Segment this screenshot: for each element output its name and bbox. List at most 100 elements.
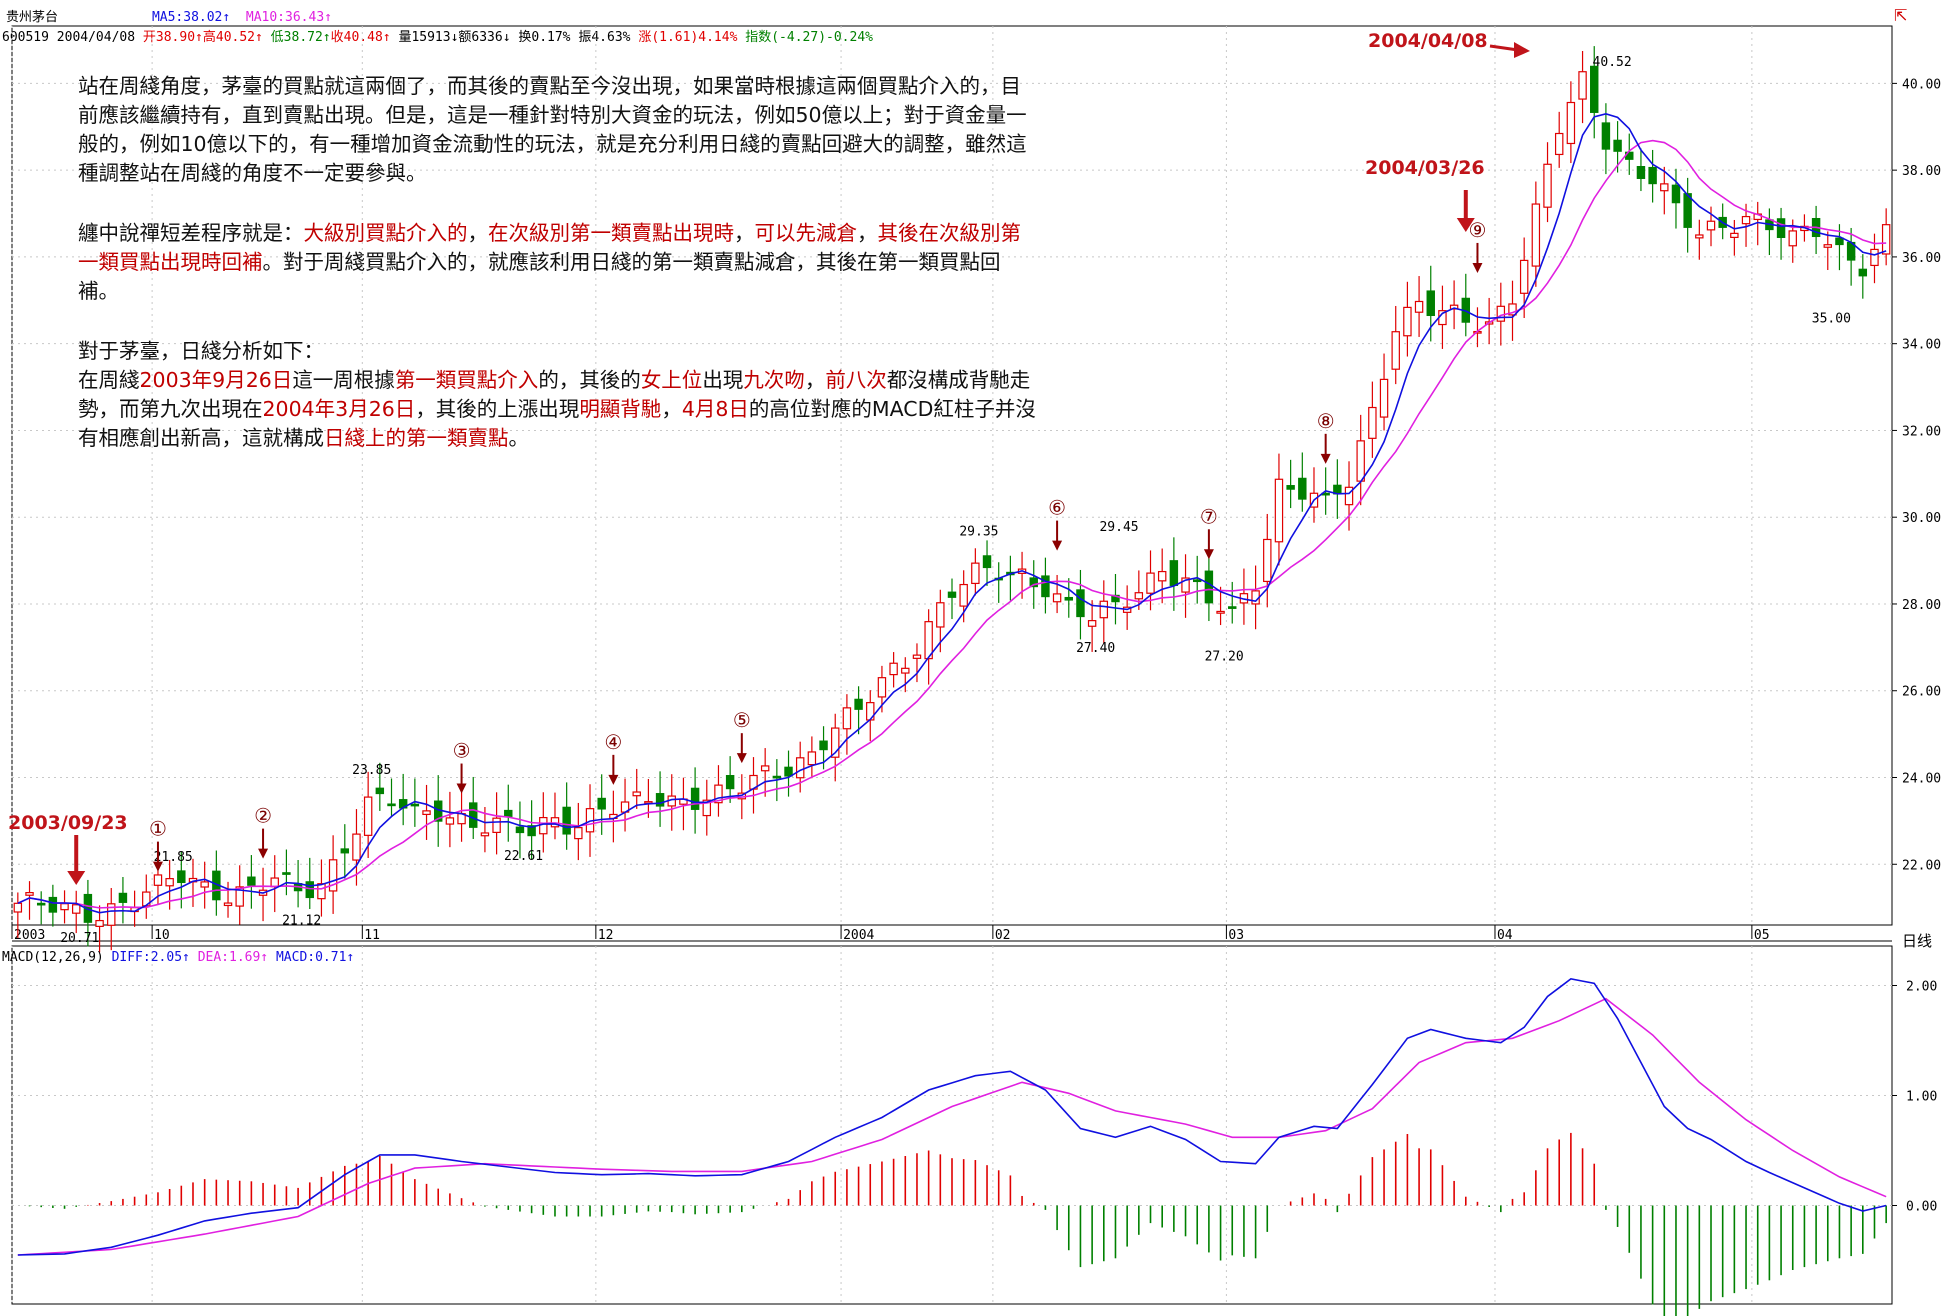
price-panel-frame (11, 25, 1893, 926)
candle-body (1379, 378, 1389, 418)
quote-header-bottom: 600519 2004/04/08 开38.90↑高40.52↑ 低38.72↑… (2, 26, 873, 45)
candle-body (784, 766, 793, 777)
price-extreme-label: 27.40 (1076, 641, 1115, 656)
ma5-readout: MA5:38.02↑ (151, 10, 231, 25)
candle-body (1823, 244, 1832, 248)
maximize-icon[interactable]: ⇱ (1894, 6, 1908, 25)
price-tick-label: 28.00 (1902, 598, 1941, 613)
candle-body (1858, 268, 1868, 277)
candle-body (1391, 331, 1400, 370)
candle-body (1531, 203, 1541, 267)
note-text: 。 (508, 426, 530, 450)
note-text: 的高位對應的MACD紅柱子并沒有相應創出新高，這就構成 (78, 397, 1036, 450)
open-readout: 开38.90↑ (142, 30, 203, 45)
candle-body (982, 555, 992, 569)
candle-body (1508, 303, 1517, 316)
note-highlight: 2004年3月26日 (262, 397, 416, 421)
candle-body (1064, 596, 1073, 601)
date-tick-label: 10 (154, 928, 170, 943)
candle-body (901, 667, 910, 674)
macd-header: MACD(12,26,9) DIFF:2.05↑ DEA:1.69↑ MACD:… (2, 950, 354, 965)
candle-body (118, 892, 128, 903)
note-paragraph-3: 對于茅臺，日綫分析如下： (78, 339, 324, 363)
macd-tick-label: 2.00 (1906, 980, 1937, 995)
candle-body (1543, 163, 1552, 208)
candle-body (13, 902, 23, 913)
candle-body (597, 797, 606, 810)
candle-body (1730, 232, 1739, 239)
candle-body (1636, 166, 1646, 179)
candle-body (1578, 71, 1587, 100)
candle-body (504, 809, 513, 817)
volume-readout: 量15913↓ (398, 30, 459, 45)
price-extreme-label: 35.00 (1812, 311, 1851, 326)
annotation-2004-04-08: 2004/04/08 (1368, 30, 1488, 52)
candle-body (1204, 570, 1214, 604)
annotation-2004-03-26: 2004/03/26 (1365, 157, 1485, 179)
note-text: 這一周根據 (292, 368, 395, 392)
turnover-readout: 换0.17% (518, 30, 571, 45)
candle-body (107, 903, 116, 926)
note-highlight: 其後在次級別第一類買點出現時回補 (78, 221, 1021, 274)
note-highlight: 前八次 (825, 368, 887, 392)
date-tick-label: 11 (364, 928, 380, 943)
candle-body (480, 832, 490, 837)
price-tick-label: 22.00 (1902, 858, 1941, 873)
candle-body (912, 654, 922, 659)
kiss-arrow-head (736, 753, 747, 764)
quote-header-top: 贵州茅台 MA5:38.02↑ MA10:36.43↑ (6, 6, 332, 25)
candle-body (48, 896, 58, 913)
kiss-arrow-head (456, 783, 467, 794)
date-tick-label: 03 (1228, 928, 1244, 943)
candle-body (539, 816, 548, 835)
high-readout: 高40.52↑ (202, 30, 263, 45)
candle-body (1181, 577, 1190, 593)
note-text: ， (467, 221, 489, 245)
price-extreme-label: 29.45 (1099, 520, 1138, 535)
candle-body (1449, 304, 1459, 310)
kiss-marker-label: ④ (604, 730, 622, 754)
kiss-marker-label: ⑨ (1468, 218, 1486, 242)
candle-body (562, 806, 571, 835)
quote-date: 2004/04/08 (56, 30, 136, 45)
dea-line (17, 997, 1887, 1256)
note-text: 的，其後的 (538, 368, 641, 392)
candle-body (445, 817, 455, 825)
candle-body (165, 878, 174, 887)
candle-body (282, 872, 291, 875)
candle-body (235, 886, 244, 907)
date-tick-label: 05 (1754, 928, 1770, 943)
note-highlight: 2003年9月26日 (139, 368, 293, 392)
candle-body (1298, 477, 1307, 500)
stock-name: 贵州茅台 (6, 10, 59, 25)
candle-body (60, 903, 69, 911)
candle-body (725, 775, 735, 790)
candle-body (36, 902, 46, 906)
kiss-arrow-head (258, 848, 269, 859)
candle-body (1788, 230, 1797, 247)
candle-body (410, 803, 420, 807)
note-text: 都沒構成背馳走勢，而第九次出現在 (78, 368, 1031, 421)
note-highlight: 大級別買點介入的 (303, 221, 468, 245)
note-highlight: 女上位 (640, 368, 703, 392)
candle-body (1286, 485, 1295, 490)
note-paragraph-2: 纏中說禪短差程序就是：大級別買點介入的，在次級別第一類賣點出現時，可以先減倉，其… (78, 219, 1038, 306)
price-tick-label: 34.00 (1902, 338, 1941, 353)
candle-body (422, 810, 431, 816)
price-tick-label: 30.00 (1902, 511, 1941, 526)
price-extreme-label: 22.61 (504, 849, 543, 864)
candle-body (1835, 237, 1844, 246)
note-text: 。對于周綫買點介入的，就應該利用日綫的第一類賣點減倉，其後在第一類買點回補。 (78, 250, 1001, 303)
candle-body (1519, 259, 1529, 294)
note-highlight: 日綫上的第一類賣點 (324, 426, 509, 450)
candle-body (877, 677, 887, 698)
price-extreme-label: 29.35 (959, 524, 998, 539)
candle-body (1157, 570, 1167, 582)
date-tick-label: 04 (1497, 928, 1513, 943)
candle-body (936, 602, 945, 628)
note-highlight: 九次吻 (743, 368, 805, 392)
candle-body (1134, 592, 1144, 600)
candle-body (1192, 579, 1202, 583)
candle-body (1741, 215, 1751, 225)
candle-body (375, 787, 385, 795)
